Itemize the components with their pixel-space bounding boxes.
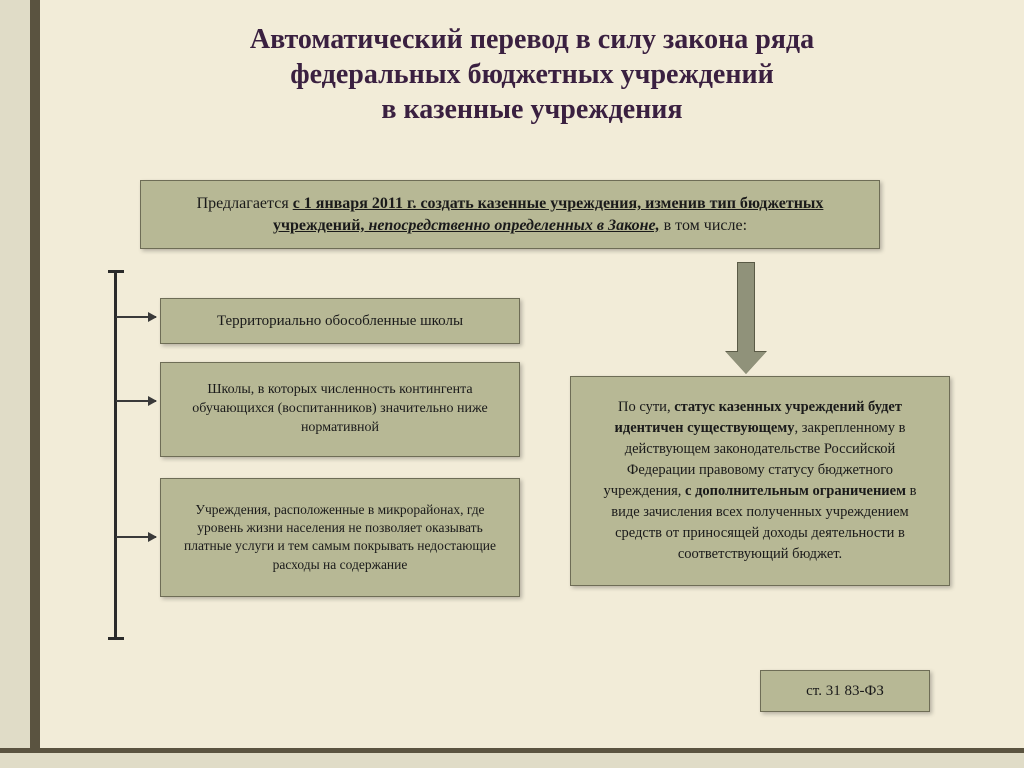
right-box: По сути, статус казенных учреждений буде… <box>570 376 950 586</box>
item-text-3: Учреждения, расположенные в микрорайонах… <box>184 502 496 572</box>
intro-suffix: в том числе: <box>660 217 747 234</box>
right-bold2: с дополнительным ограничением <box>685 483 906 499</box>
bottombar-dark <box>0 748 1024 753</box>
timeline-tick-top <box>108 270 124 273</box>
intro-box: Предлагается с 1 января 2011 г. создать … <box>140 180 880 249</box>
title-line2: федеральных бюджетных учреждений <box>290 59 774 90</box>
connector-arrow-3 <box>116 536 156 538</box>
item-text-2: Школы, в которых численность контингента… <box>192 382 487 435</box>
footnote-box: ст. 31 83-ФЗ <box>760 670 930 712</box>
intro-bold-underline-italic: непосредственно определенных в Законе, <box>364 217 659 234</box>
title-line3: в казенные учреждения <box>381 94 682 125</box>
sidebar-light <box>0 0 30 768</box>
slide-title: Автоматический перевод в силу закона ряд… <box>60 22 1004 127</box>
intro-prefix: Предлагается <box>197 195 293 212</box>
connector-arrow-2 <box>116 400 156 402</box>
item-text-1: Территориально обособленные школы <box>217 313 463 329</box>
footnote-text: ст. 31 83-ФЗ <box>806 683 884 699</box>
title-line1: Автоматический перевод в силу закона ряд… <box>250 24 814 55</box>
timeline-tick-bottom <box>108 637 124 640</box>
right-pre: По сути, <box>618 399 674 415</box>
item-box-3: Учреждения, расположенные в микрорайонах… <box>160 478 520 597</box>
connector-arrow-1 <box>116 316 156 318</box>
item-box-1: Территориально обособленные школы <box>160 298 520 344</box>
item-box-2: Школы, в которых численность контингента… <box>160 362 520 457</box>
down-arrow-icon <box>726 262 766 374</box>
timeline-line <box>114 270 117 640</box>
sidebar-dark <box>30 0 40 768</box>
bottombar-light <box>0 753 1024 768</box>
